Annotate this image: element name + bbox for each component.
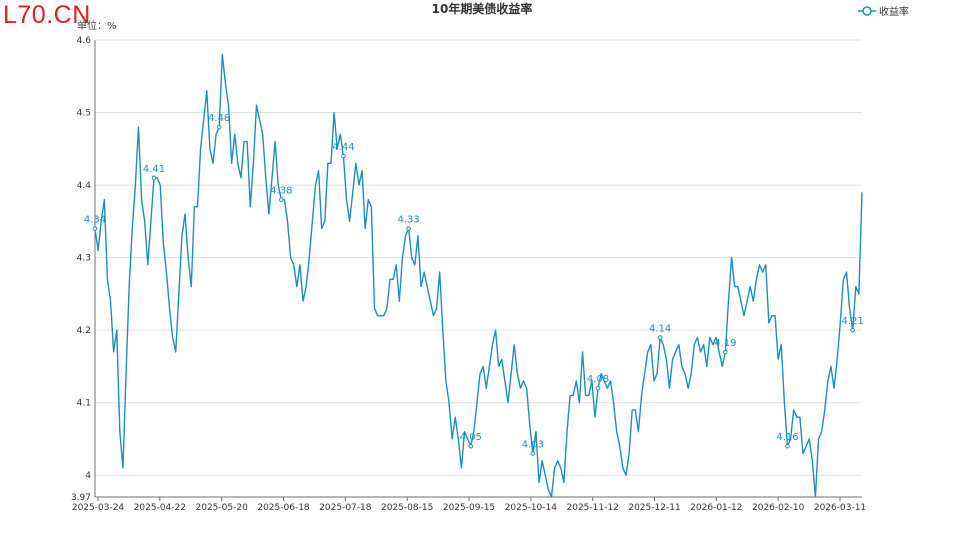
data-label: 4.38 <box>270 186 292 197</box>
data-label: 4.16 <box>776 432 798 443</box>
x-tick-label: 2025-11-12 <box>567 503 619 513</box>
data-point-marker <box>92 226 98 231</box>
data-point-marker <box>406 226 411 231</box>
legend[interactable]: 收益率 <box>858 5 909 18</box>
data-point-marker <box>785 443 790 449</box>
series-layer <box>94 53 863 498</box>
x-tick-label: 2025-09-15 <box>443 503 495 513</box>
data-label: 4.34 <box>84 215 106 226</box>
data-point-marker <box>850 327 855 333</box>
y-tick-label: 4.2 <box>77 326 91 336</box>
y-tick-label: 4.6 <box>77 36 92 46</box>
data-label: 4.33 <box>397 215 419 226</box>
y-tick-label: 4.5 <box>77 109 91 119</box>
y-tick-label: 4.1 <box>77 399 91 409</box>
x-tick-label: 2025-07-18 <box>319 503 372 513</box>
data-label: 4.05 <box>460 432 482 443</box>
series-line-yield <box>94 53 863 498</box>
x-tick-label: 2026-03-11 <box>814 503 866 513</box>
y-tick-label: 4.4 <box>77 181 92 191</box>
data-label: 4.14 <box>649 323 671 334</box>
data-point-marker <box>468 443 474 449</box>
data-label: 4.48 <box>208 113 230 124</box>
x-tick-label: 2025-03-24 <box>72 503 125 513</box>
unit-label: 单位：% <box>77 19 117 32</box>
data-point-marker <box>151 175 157 181</box>
data-label: 4.44 <box>332 142 354 153</box>
data-point-marker <box>530 451 536 456</box>
x-tick-label: 2025-05-20 <box>196 503 249 513</box>
x-tick-label: 2025-08-15 <box>381 503 433 513</box>
y-tick-label: 3.97 <box>71 493 91 503</box>
x-tick-label: 2025-04-22 <box>134 503 186 513</box>
chart-title: 10年期美债收益率 <box>432 1 533 16</box>
x-tick-label: 2025-10-14 <box>505 503 558 513</box>
data-point-marker <box>341 153 346 159</box>
legend-label: 收益率 <box>879 5 909 18</box>
data-point-marker <box>657 335 663 340</box>
data-label: 4.19 <box>714 338 736 349</box>
axes: 3.97 4 4.1 4.2 4.3 4.4 4.5 4.6 2025-03-24 2025-04… <box>71 36 866 513</box>
x-tick-label: 2025-12-11 <box>628 503 680 513</box>
data-point-marker <box>595 385 601 391</box>
x-tick-label: 2025-06-18 <box>257 503 310 513</box>
grid <box>95 39 862 498</box>
x-tick-label: 2026-02-10 <box>752 503 805 513</box>
y-tick-label: 4.3 <box>77 254 91 264</box>
x-tick-label: 2026-01-12 <box>690 503 742 513</box>
watermark-logo: L70.CN <box>3 1 91 29</box>
data-labels: 4.34 4.41 4.48 4.38 4.44 4.33 4.05 4.03 4.08 4.14… <box>84 113 864 456</box>
data-label: 4.21 <box>842 316 864 327</box>
data-point-marker <box>279 197 284 202</box>
data-label: 4.41 <box>143 164 165 175</box>
data-label: 4.08 <box>587 374 609 385</box>
data-point-marker <box>723 349 728 355</box>
y-tick-label: 4 <box>85 471 91 481</box>
legend-marker-icon <box>862 6 872 16</box>
data-point-marker <box>216 124 222 130</box>
data-label: 4.03 <box>522 439 544 450</box>
